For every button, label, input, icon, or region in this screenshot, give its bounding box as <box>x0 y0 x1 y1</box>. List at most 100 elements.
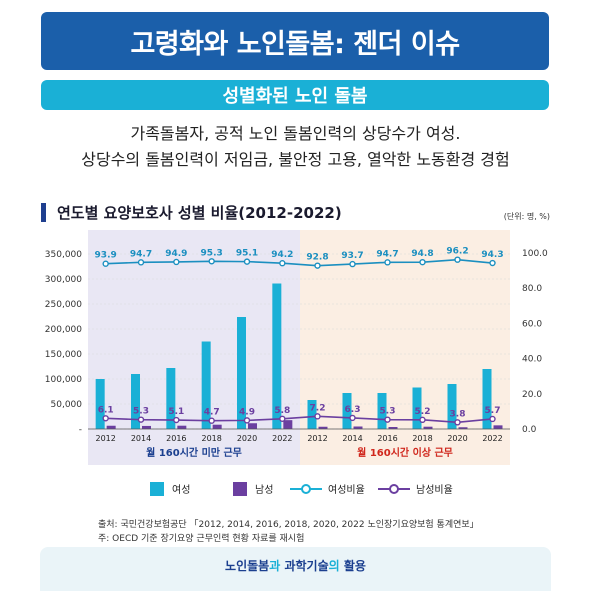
page-title: 고령화와 노인돌봄: 젠더 이슈 <box>41 12 549 70</box>
male-bar <box>423 426 433 429</box>
legend-male-swatch <box>233 482 247 496</box>
male-bar <box>106 425 116 429</box>
y-tick-label: 250,000 <box>45 300 82 310</box>
male-ratio-line <box>105 415 493 424</box>
male-ratio-point <box>314 413 321 420</box>
x-tick-label: 2020 <box>237 434 257 443</box>
legend-female-ratio-label: 여성비율 <box>328 484 365 496</box>
y-tick-label: 150,000 <box>45 350 82 360</box>
y-tick-label: 200,000 <box>45 325 82 335</box>
chart-title: 연도별 요양보호사 성별 비율(2012-2022) <box>57 204 342 222</box>
next-section-title: 노인돌봄과 과학기술의 활용 <box>40 557 551 574</box>
footnote-source: 출처: 국민건강보험공단 「2012, 2014, 2016, 2018, 20… <box>98 520 479 530</box>
female-bar <box>377 393 387 429</box>
male-bar <box>353 426 363 429</box>
female-ratio-line <box>105 258 493 267</box>
x-tick-label: 2016 <box>377 434 397 443</box>
section-subtitle: 성별화된 노인 돌봄 <box>41 80 549 110</box>
male-ratio-point <box>349 414 356 422</box>
male-ratio-data-label: 7.2 <box>310 403 326 413</box>
female-bar <box>95 379 105 429</box>
male-ratio-point <box>208 417 215 424</box>
chart-title-marker <box>41 203 46 222</box>
y-tick-label: 350,000 <box>45 250 82 260</box>
y-tick-label: - <box>79 425 82 435</box>
y2-tick-label: 20.0 <box>522 390 542 400</box>
female-ratio-data-label: 93.9 <box>95 251 117 261</box>
next-section-title-part: 과학기술 <box>284 559 329 573</box>
female-bar <box>412 387 422 429</box>
description-line-2: 상당수의 돌봄인력이 저임금, 불안정 고용, 열악한 노동환경 경험 <box>81 150 510 169</box>
female-ratio-data-label: 95.3 <box>201 248 223 258</box>
female-bar <box>342 393 352 429</box>
x-tick-label: 2018 <box>201 434 221 443</box>
male-ratio-data-label: 5.8 <box>274 406 290 416</box>
x-tick-label: 2014 <box>342 434 362 443</box>
footnote-note: 주: OECD 기준 장기요양 근무인력 현황 자료를 재시험 <box>98 534 305 544</box>
female-ratio-data-label: 94.9 <box>165 249 187 259</box>
male-bar <box>177 425 187 429</box>
male-ratio-point <box>102 415 109 422</box>
bar-line-chart: 93.9 94.7 94.9 95.3 95.1 94.2 92.8 93.7 94.7 94.8… <box>45 230 548 465</box>
unit-label: (단위: 명, %) <box>503 212 550 221</box>
y2-tick-label: 60.0 <box>522 319 542 329</box>
male-ratio-data-label: 5.1 <box>168 407 184 417</box>
female-ratio-point <box>419 258 426 266</box>
female-ratio-data-label: 93.7 <box>341 251 363 261</box>
x-tick-label: 2012 <box>307 434 327 443</box>
male-bar <box>318 426 328 429</box>
female-ratio-data-label: 94.7 <box>376 249 398 259</box>
y2-tick-label: 80.0 <box>522 284 542 294</box>
description-line-1: 가족돌봄자, 공적 노인 돌봄인력의 상당수가 여성. <box>130 124 461 143</box>
male-ratio-point <box>243 417 251 424</box>
female-ratio-data-label: 94.8 <box>411 249 433 259</box>
legend-female-swatch <box>150 482 164 496</box>
male-ratio-data-label: 6.1 <box>98 405 114 415</box>
female-ratio-data-label: 94.3 <box>481 250 503 260</box>
male-ratio-data-label: 5.3 <box>133 407 149 417</box>
male-ratio-data-label: 3.8 <box>450 409 466 419</box>
female-ratio-point <box>137 259 145 266</box>
female-ratio-point <box>454 256 461 263</box>
female-ratio-point <box>208 258 215 265</box>
x-tick-label: 2022 <box>272 434 292 443</box>
y-tick-label: 300,000 <box>45 275 82 285</box>
male-ratio-point <box>489 415 496 423</box>
chart-legend: 여성 남성 여성비율 남성비율 <box>150 482 453 496</box>
male-bar <box>388 427 398 429</box>
x-tick-label: 2022 <box>482 434 502 443</box>
female-bar <box>482 369 492 429</box>
legend-female-label: 여성 <box>172 484 190 496</box>
male-ratio-point <box>173 416 180 424</box>
x-tick-label: 2018 <box>412 434 432 443</box>
female-bar <box>237 317 246 429</box>
next-section-title-part: 과 <box>269 559 281 573</box>
next-section-title-part: 활용 <box>343 559 366 573</box>
male-ratio-point <box>279 415 286 422</box>
legend-male-label: 남성 <box>255 484 273 496</box>
x-tick-label: 2012 <box>95 434 115 443</box>
male-ratio-point <box>419 416 426 424</box>
female-bar <box>447 384 457 429</box>
female-bar <box>131 374 140 429</box>
legend-female-ratio-marker <box>290 484 322 494</box>
x-tick-label: 2016 <box>166 434 186 443</box>
y2-tick-label: 100.0 <box>522 249 548 259</box>
male-bar <box>142 425 151 429</box>
female-ratio-point <box>384 259 391 266</box>
y2-tick-label: 40.0 <box>522 355 542 365</box>
group-bg-over-160h <box>300 230 510 465</box>
female-ratio-point <box>489 259 496 267</box>
male-ratio-data-label: 5.7 <box>485 406 501 416</box>
female-ratio-data-label: 94.7 <box>130 249 152 259</box>
male-ratio-data-label: 4.9 <box>239 407 255 417</box>
legend-male-ratio-marker <box>378 484 410 494</box>
male-ratio-data-label: 5.2 <box>415 407 431 417</box>
x-tick-label: 2020 <box>447 434 467 443</box>
female-ratio-point <box>314 262 321 269</box>
female-ratio-data-label: 92.8 <box>306 253 328 263</box>
legend-male-ratio-label: 남성비율 <box>416 484 453 496</box>
male-bar <box>458 427 468 429</box>
y-tick-label: 50,000 <box>51 400 83 410</box>
female-ratio-point <box>279 260 286 267</box>
